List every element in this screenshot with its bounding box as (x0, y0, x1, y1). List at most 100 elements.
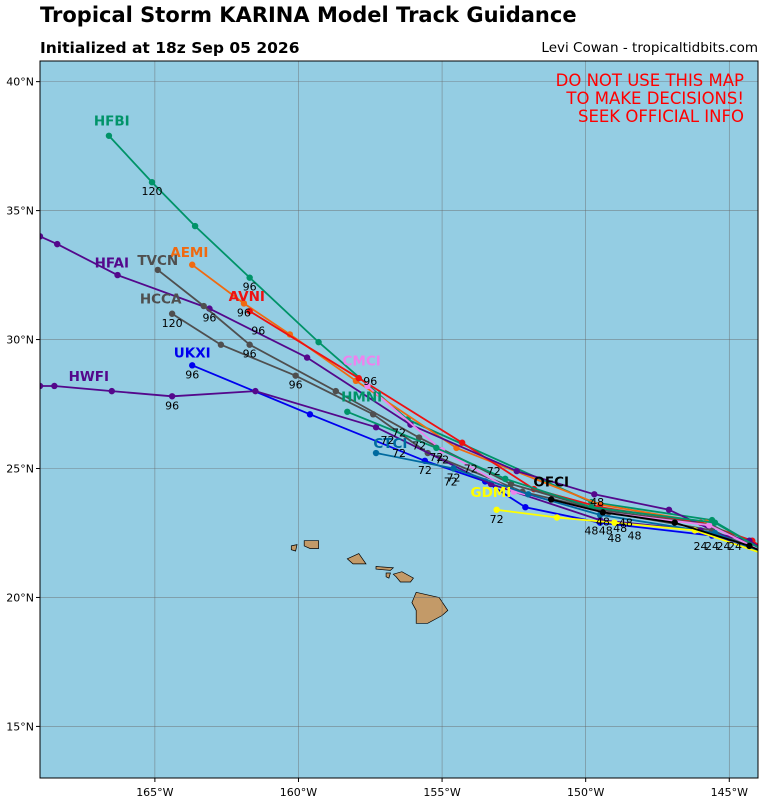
island (392, 571, 414, 583)
track-point (372, 449, 380, 457)
track-name-hcca: HCCA (140, 291, 182, 307)
forecast-hour-label: 96 (237, 306, 251, 319)
forecast-hour-label: 48 (607, 532, 621, 545)
lon-tick-label: 165°W (136, 786, 173, 799)
forecast-hour-label: 48 (584, 524, 598, 537)
forecast-hour-label: 72 (418, 464, 432, 477)
track-name-avni: AVNI (229, 289, 265, 305)
track-point (189, 362, 196, 369)
track-line-hmni (346, 410, 758, 549)
ocean-background (40, 61, 758, 778)
track-point (148, 179, 156, 186)
lon-tick-label: 155°W (423, 786, 460, 799)
warning-line-3: SEEK OFFICIAL INFO (577, 107, 744, 126)
track-point (40, 233, 44, 240)
track-point (502, 475, 509, 483)
track-name-aemi: AEMI (170, 245, 208, 261)
track-point (746, 542, 753, 550)
forecast-hour-label: 72 (381, 434, 395, 447)
track-point (108, 387, 116, 395)
track-name-cmci: CMCI (343, 353, 381, 369)
track-point (548, 496, 555, 503)
forecast-hour-label: 48 (599, 524, 613, 537)
lat-tick-label: 35°N (6, 205, 34, 218)
lat-tick-label: 40°N (6, 76, 34, 89)
island (375, 566, 395, 571)
track-name-hfai: HFAI (95, 255, 129, 271)
chart-title: Tropical Storm KARINA Model Track Guidan… (40, 3, 577, 27)
lat-tick-label: 20°N (6, 591, 34, 604)
track-name-tvcn: TVCN (137, 253, 178, 269)
track-point (665, 506, 673, 513)
track-point (168, 393, 176, 400)
track-point (599, 509, 607, 516)
forecast-hour-label: 48 (596, 515, 610, 528)
warning-line-2: TO MAKE DECISIONS! (566, 89, 744, 108)
warning-line-1: DO NOT USE THIS MAP (555, 71, 744, 90)
forecast-hour-label: 96 (243, 348, 257, 361)
track-name-ctci: CTCI (373, 436, 407, 452)
lon-tick-label: 150°W (567, 786, 604, 799)
forecast-hour-label: 96 (243, 281, 257, 294)
init-time-subtitle: Initialized at 18z Sep 05 2026 (40, 39, 300, 57)
forecast-hour-label: 48 (619, 517, 633, 530)
track-name-gdmi: GDMI (471, 485, 512, 501)
island (303, 540, 319, 549)
track-point (355, 375, 362, 382)
forecast-hour-label: 72 (392, 426, 406, 439)
track-name-ukxi: UKXI (174, 346, 211, 362)
credit-text: Levi Cowan - tropicaltidbits.com (541, 40, 758, 56)
track-point (705, 522, 713, 529)
track-point (458, 439, 466, 446)
track-point (372, 424, 380, 431)
forecast-hour-label: 48 (628, 530, 642, 543)
forecast-hour-label: 24 (694, 540, 708, 553)
track-name-ofci: OFCI (533, 475, 569, 491)
island (290, 544, 298, 552)
track-line-ctci (375, 452, 758, 552)
forecast-hour-label: 72 (447, 472, 461, 485)
track-point (292, 372, 299, 379)
forecast-hour-label: 72 (444, 475, 458, 488)
forecast-hour-label: 24 (728, 540, 742, 553)
track-name-hmni: HMNI (341, 389, 382, 405)
track-point (611, 519, 618, 526)
track-point (315, 338, 322, 346)
track-point (364, 382, 371, 390)
lat-tick-label: 25°N (6, 463, 34, 476)
track-point (369, 411, 377, 418)
lon-tick-label: 160°W (280, 786, 317, 799)
warning-text: DO NOT USE THIS MAP TO MAKE DECISIONS! S… (556, 72, 744, 126)
track-point (493, 506, 500, 513)
track-point (51, 382, 58, 390)
track-point (114, 271, 121, 279)
track-point (407, 421, 414, 428)
forecast-hour-label: 96 (363, 375, 377, 388)
forecast-hour-label: 96 (165, 399, 179, 412)
track-point (303, 354, 311, 361)
lat-tick-label: 15°N (6, 720, 34, 733)
forecast-hour-label: 48 (590, 496, 604, 509)
forecast-hour-label: 72 (412, 439, 426, 452)
forecast-hour-label: 48 (613, 522, 627, 535)
forecast-hour-label: 96 (202, 312, 216, 325)
track-point (40, 382, 44, 390)
map-frame (39, 60, 759, 779)
track-point (246, 274, 253, 281)
track-point (154, 266, 161, 274)
track-point (252, 387, 259, 395)
island (385, 572, 391, 579)
track-line-avni (249, 310, 758, 546)
forecast-hour-label: 96 (185, 368, 199, 381)
forecast-hour-label: 120 (142, 185, 163, 198)
forecast-hour-label: 96 (289, 379, 303, 392)
forecast-hour-label: 72 (435, 453, 449, 466)
track-point (450, 465, 457, 472)
track-point (168, 310, 176, 317)
island (346, 553, 367, 565)
track-point (246, 307, 253, 315)
forecast-hour-label: 120 (162, 317, 183, 330)
track-point (217, 341, 225, 348)
track-name-hwfi: HWFI (69, 369, 109, 385)
